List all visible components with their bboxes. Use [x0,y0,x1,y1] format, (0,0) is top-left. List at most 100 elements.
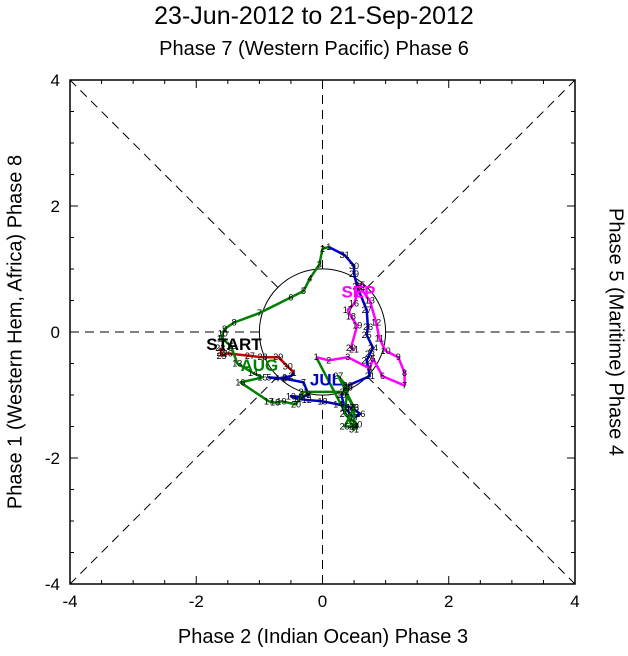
day-label: 1 [292,368,297,378]
day-label: 2 [326,355,331,365]
day-label: 9 [299,392,304,402]
x-tick-label: 2 [444,592,453,611]
day-label: 24 [349,422,359,432]
day-label: 1 [314,352,319,362]
day-label: 2 [320,244,325,254]
day-label: 16 [235,377,245,387]
day-label: 30 [352,420,362,430]
day-label: 9 [396,352,401,362]
day-label: 21 [365,371,375,381]
day-label: 20 [343,381,353,391]
day-label: 25 [340,422,350,432]
day-label: 4 [367,364,372,374]
day-label: 29 [273,352,283,362]
day-label: 26 [349,403,359,413]
day-label: 3 [317,260,322,270]
day-label: 10 [381,346,391,356]
x-tick-label: 4 [570,592,579,611]
series-line-jul [267,245,375,419]
day-label: 6 [282,374,287,384]
day-label: 27 [362,305,372,315]
x-tick-label: -4 [62,592,77,611]
day-label: 7 [257,308,262,318]
unit-circle [258,268,387,396]
day-label: 23 [365,349,375,359]
day-label: 29 [349,269,359,279]
series-line-jun [218,347,295,374]
day-label: 14 [333,399,343,409]
day-label: 26 [223,348,233,358]
day-label: 18 [270,398,280,408]
day-label: 12 [226,341,236,351]
series-layer [218,245,406,431]
day-label: 2 [288,371,293,381]
day-label: 11 [375,333,384,343]
x-axis-label: Phase 2 (Indian Ocean) Phase 3 [177,626,469,648]
start-label: START [206,335,262,354]
day-label: 20 [291,399,301,409]
y-tick-label: 2 [51,197,60,216]
grid-line-diagonal-se [366,376,576,585]
day-label: 27 [333,371,343,381]
day-label: 17 [343,305,353,315]
day-label: 13 [232,359,242,369]
day-label: 3 [282,372,287,382]
day-label: 16 [355,409,365,419]
day-label: 15 [346,403,356,413]
day-label: 11 [293,394,302,404]
day-label: 8 [306,390,311,400]
chart-subtitle-phase-7-6: Phase 7 (Western Pacific) Phase 6 [159,38,469,60]
series-line-sep [315,283,406,387]
day-label: 30 [349,261,359,271]
day-label: 8 [232,318,237,328]
day-label: 5 [370,353,375,363]
day-label: 31 [340,250,350,260]
day-label: 12 [371,318,381,328]
day-label: 16 [349,299,359,309]
y-tick-label: -2 [45,449,60,468]
series-line-aug [220,245,359,431]
day-label: 30 [283,362,293,372]
day-label: 11 [217,333,226,343]
day-label: 24 [368,343,378,353]
day-label: 22 [340,387,350,397]
y-tick-label: 0 [51,323,60,342]
day-label: 9 [222,324,227,334]
day-label: 13 [365,296,375,306]
grid-line-diagonal-nw [69,79,279,288]
day-label: 4 [275,374,280,384]
month-label-jul: JUL [310,371,342,390]
day-label: 23 [215,343,225,353]
day-label: 31 [349,425,359,435]
day-label: 5 [301,286,306,296]
day-label: 15 [355,280,365,290]
day-label: 1 [326,242,331,252]
day-label: 22 [362,355,372,365]
day-label: 6 [380,371,385,381]
y-tick-label: -4 [45,575,60,594]
x-tick-label: 0 [318,592,327,611]
day-label: 21 [349,345,359,355]
y-tick-label: 4 [51,71,60,90]
day-label: 25 [362,330,372,340]
day-label: 5 [266,372,271,382]
day-label: 3 [345,352,350,362]
day-label: 27 [245,351,255,361]
day-label: 18 [340,403,350,413]
day-label: 29 [340,409,350,419]
month-label-sep: SEP [341,282,375,301]
day-label: 26 [363,322,373,332]
day-label: 21 [299,387,309,397]
day-label: 14 [248,368,258,378]
day-label: 19 [352,321,362,331]
day-label: 19 [336,390,346,400]
day-label: 17 [264,396,274,406]
day-label: 17 [349,413,359,423]
day-label: 28 [343,382,353,392]
day-label: 24 [216,348,226,358]
day-label: 23 [349,403,359,413]
day-label: 28 [258,352,268,362]
